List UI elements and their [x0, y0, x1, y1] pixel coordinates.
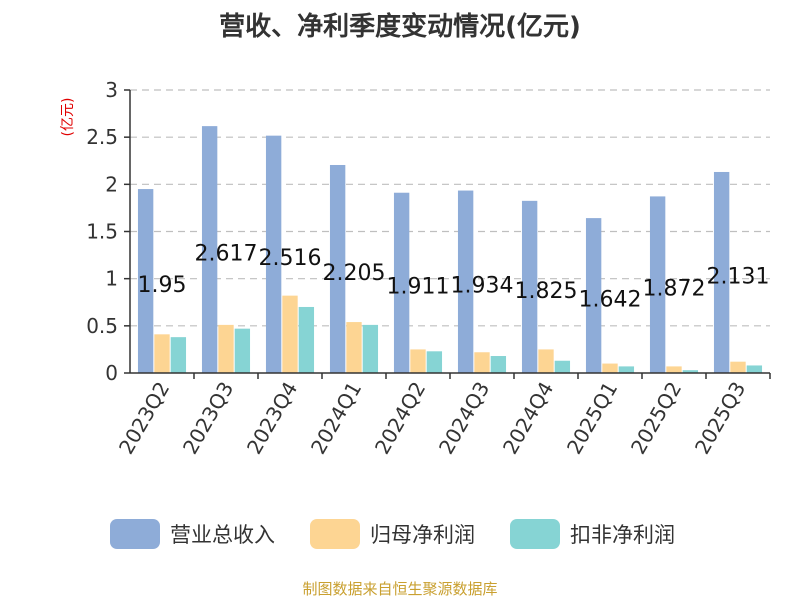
bar-2023Q2-series-3 — [170, 337, 187, 373]
chart-title: 营收、净利季度变动情况(亿元) — [219, 11, 581, 42]
legend-swatch-1 — [110, 519, 160, 549]
bar-2024Q2-series-1 — [393, 192, 410, 373]
data-label-2023Q3: 2.617 — [195, 241, 258, 266]
bar-2023Q2-series-1 — [137, 189, 154, 373]
bar-2025Q1-series-1 — [585, 218, 602, 373]
bar-2024Q2-series-2 — [410, 349, 426, 373]
bar-2024Q3-series-2 — [474, 352, 490, 373]
x-tick-label: 2025Q1 — [562, 378, 622, 459]
bar-2024Q4-series-3 — [554, 360, 571, 373]
legend-label-2: 归母净利润 — [370, 523, 475, 547]
x-tick-label: 2024Q1 — [306, 378, 366, 459]
bar-2025Q2-series-2 — [666, 366, 682, 373]
bar-2024Q2-series-3 — [426, 351, 443, 373]
y-axis-unit-label: (亿元) — [60, 98, 76, 137]
x-tick-label: 2024Q2 — [370, 378, 430, 459]
legend: 营业总收入 归母净利润 扣非净利润 — [110, 519, 675, 549]
data-label-2024Q1: 2.205 — [323, 261, 386, 286]
bar-2023Q4-series-1 — [265, 135, 282, 373]
bar-2023Q2-series-2 — [154, 334, 170, 373]
data-label-2023Q4: 2.516 — [259, 246, 322, 271]
x-tick-label: 2023Q3 — [178, 378, 238, 459]
bars — [137, 126, 763, 373]
y-tick-label: 2.5 — [86, 125, 118, 149]
bar-2024Q4-series-1 — [521, 200, 538, 373]
data-label-2024Q2: 1.911 — [387, 275, 450, 300]
data-label-2024Q4: 1.825 — [515, 279, 578, 304]
y-tick-label: 0.5 — [86, 314, 118, 338]
bar-2025Q3-series-3 — [746, 365, 763, 373]
data-label-2025Q1: 1.642 — [579, 287, 642, 312]
source-note: 制图数据来自恒生聚源数据库 — [302, 580, 497, 598]
bar-2024Q4-series-2 — [538, 349, 554, 373]
bar-2025Q1-series-3 — [618, 366, 635, 373]
bar-2024Q3-series-1 — [457, 190, 474, 373]
y-tick-label: 2 — [105, 172, 118, 196]
x-tick-label: 2023Q2 — [114, 378, 174, 459]
x-tick-label: 2023Q4 — [242, 378, 302, 459]
bar-2024Q1-series-1 — [329, 164, 346, 373]
legend-label-1: 营业总收入 — [170, 523, 275, 547]
x-tick-label: 2025Q3 — [690, 378, 750, 459]
legend-label-3: 扣非净利润 — [570, 523, 675, 547]
legend-swatch-2 — [310, 519, 360, 549]
x-tick-label: 2024Q4 — [498, 378, 558, 459]
data-label-2025Q3: 2.131 — [707, 264, 770, 289]
x-tick-label: 2025Q2 — [626, 378, 686, 459]
bar-2024Q3-series-3 — [490, 356, 507, 373]
bar-2023Q3-series-3 — [234, 328, 251, 373]
bar-2023Q4-series-3 — [298, 306, 315, 373]
bar-2024Q1-series-3 — [362, 324, 379, 373]
x-tick-label: 2024Q3 — [434, 378, 494, 459]
data-label-2023Q2: 1.95 — [138, 273, 187, 298]
bar-2025Q2-series-3 — [682, 370, 699, 373]
y-tick-label: 3 — [105, 78, 118, 102]
bar-2023Q3-series-2 — [218, 324, 234, 373]
bar-2025Q3-series-2 — [730, 361, 746, 373]
legend-swatch-3 — [510, 519, 560, 549]
data-label-2024Q3: 1.934 — [451, 274, 514, 299]
bar-2023Q4-series-2 — [282, 295, 298, 373]
y-tick-label: 0 — [105, 361, 118, 385]
y-tick-label: 1 — [105, 267, 118, 291]
bar-2025Q2-series-1 — [649, 196, 666, 373]
bar-2025Q1-series-2 — [602, 363, 618, 373]
bar-2024Q1-series-2 — [346, 322, 362, 373]
bar-2025Q3-series-1 — [713, 171, 730, 373]
data-label-2025Q2: 1.872 — [643, 277, 706, 302]
y-tick-label: 1.5 — [86, 220, 118, 244]
bar-2023Q3-series-1 — [201, 126, 218, 373]
